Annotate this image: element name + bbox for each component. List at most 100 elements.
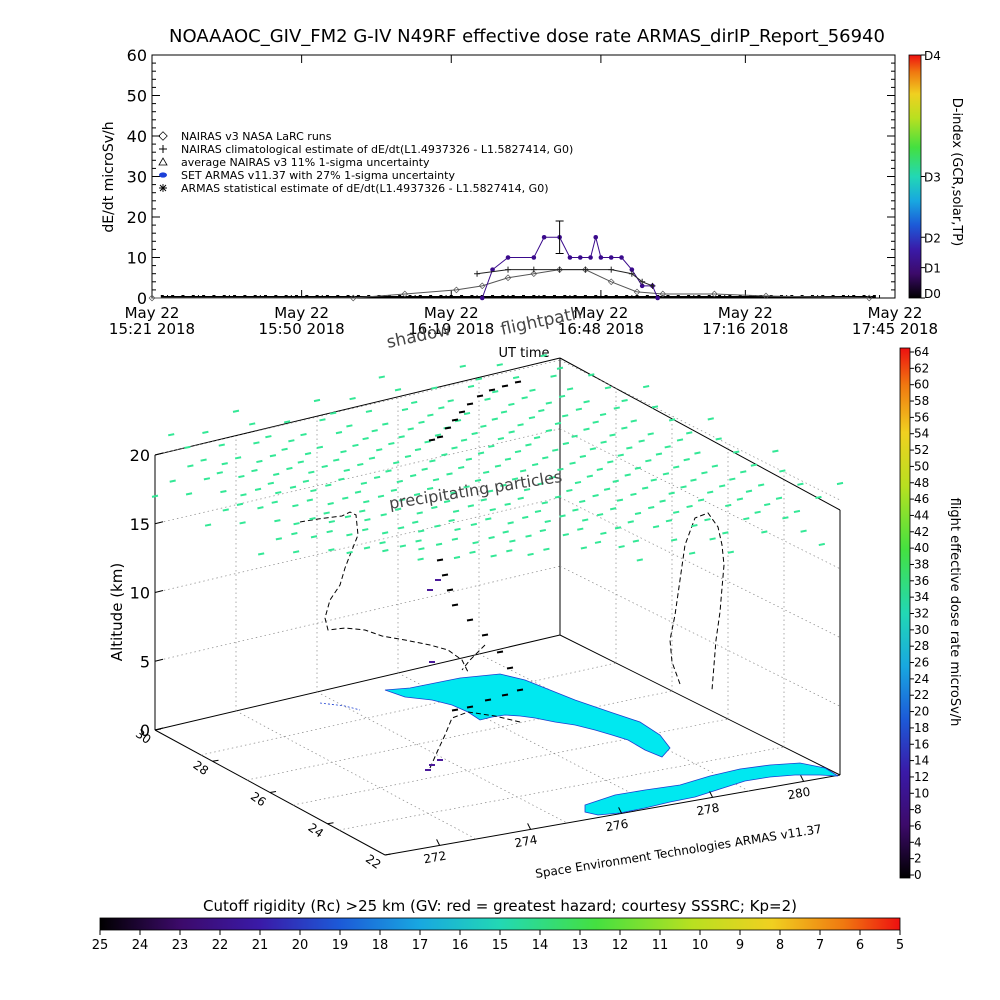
particle-mark bbox=[797, 482, 804, 486]
particle-mark bbox=[496, 363, 503, 367]
flat-series-point bbox=[325, 295, 329, 298]
particle-mark bbox=[368, 456, 376, 460]
armas-point bbox=[505, 255, 511, 260]
particle-mark bbox=[683, 458, 690, 462]
cutoff-tick-label: 10 bbox=[692, 938, 709, 953]
floor-grid-line bbox=[200, 662, 617, 756]
floor-grid-line bbox=[235, 710, 477, 840]
flight-mark bbox=[488, 388, 496, 392]
flat-series-point bbox=[872, 295, 876, 298]
particle-mark bbox=[340, 450, 347, 454]
flight-mark bbox=[458, 410, 466, 414]
x-tick-date: May 22 bbox=[274, 304, 329, 322]
flight-mark bbox=[451, 708, 459, 712]
top-y-axis: 0 10 20 30 40 50 60 bbox=[127, 46, 895, 308]
particle-mark bbox=[580, 546, 588, 550]
particle-mark bbox=[517, 423, 524, 427]
dose-tick-label: 8 bbox=[914, 803, 922, 817]
particle-mark bbox=[523, 488, 531, 492]
particle-mark bbox=[673, 510, 680, 514]
flight-mark bbox=[514, 380, 522, 384]
armas-point bbox=[608, 255, 614, 260]
particle-mark bbox=[642, 384, 650, 389]
top-y-axis-label: dE/dt microSv/h bbox=[101, 121, 117, 232]
particle-mark bbox=[451, 537, 459, 541]
y-tick-label: 20 bbox=[127, 208, 147, 227]
particle-mark bbox=[310, 489, 317, 493]
particle-mark bbox=[701, 471, 708, 475]
particle-mark bbox=[688, 551, 696, 555]
flat-series-point bbox=[718, 295, 722, 298]
legend-symbol-plus bbox=[159, 145, 167, 153]
flat-series-point bbox=[728, 295, 732, 298]
nairas-point bbox=[659, 290, 667, 298]
cutoff-rigidity-colorbar bbox=[99, 917, 901, 931]
particle-mark bbox=[238, 474, 245, 479]
lon-tick-label: 280 bbox=[786, 785, 811, 803]
particle-mark bbox=[772, 449, 779, 453]
flat-series-point bbox=[233, 295, 237, 298]
grid-3d bbox=[154, 359, 841, 840]
dose-tick-label: 18 bbox=[914, 721, 929, 735]
flat-series-point bbox=[625, 295, 629, 298]
particle-mark bbox=[328, 548, 335, 552]
particle-mark bbox=[253, 441, 260, 445]
particle-mark bbox=[459, 364, 466, 368]
particle-mark bbox=[281, 447, 288, 451]
particle-mark bbox=[488, 444, 495, 448]
particle-mark bbox=[668, 418, 676, 422]
particle-mark bbox=[836, 481, 844, 486]
particle-mark bbox=[569, 461, 576, 465]
dose-tick-label: 20 bbox=[914, 705, 929, 719]
armas_stat-line bbox=[476, 269, 653, 287]
particle-mark bbox=[596, 467, 604, 471]
legend-label: NAIRAS v3 NASA LaRC runs bbox=[181, 130, 332, 143]
particle-mark bbox=[609, 507, 617, 511]
lat-tick bbox=[269, 791, 277, 793]
particle-mark bbox=[168, 433, 175, 437]
x-tick-date: May 22 bbox=[424, 304, 479, 322]
nairas-point bbox=[865, 294, 873, 302]
particle-mark bbox=[431, 505, 438, 510]
particle-mark bbox=[522, 515, 529, 520]
particle-mark bbox=[490, 554, 497, 558]
cutoff-tick-label: 24 bbox=[132, 938, 149, 953]
armas-point bbox=[490, 267, 495, 272]
particle-mark bbox=[554, 495, 562, 499]
particle-mark bbox=[668, 491, 675, 495]
particle-mark bbox=[709, 537, 716, 541]
dose-tick-label: 64 bbox=[914, 345, 929, 359]
particle-mark bbox=[673, 465, 680, 469]
particle-mark bbox=[333, 458, 340, 462]
particle-mark bbox=[475, 377, 483, 381]
cutoff-rigidity-ticks: 25 24 23 22 21 20 19 18 17 16 15 14 13 12 11 10 9 8 7 6 5 bbox=[92, 930, 904, 953]
particle-mark bbox=[521, 396, 528, 400]
particle-mark bbox=[382, 422, 389, 426]
particle-mark bbox=[480, 424, 487, 428]
particle-mark bbox=[344, 515, 352, 519]
flat-series-point bbox=[738, 295, 742, 298]
particle-mark bbox=[286, 466, 293, 471]
x-tick-date: May 22 bbox=[573, 304, 628, 322]
particle-mark bbox=[544, 519, 551, 524]
particle-mark bbox=[577, 527, 584, 531]
cutoff-tick-label: 8 bbox=[776, 938, 784, 953]
armas-stat-point bbox=[556, 266, 563, 273]
particle-mark bbox=[538, 409, 545, 413]
d-tick-label: D1 bbox=[924, 262, 941, 276]
armas-point bbox=[577, 255, 583, 260]
x-tick-time: 16:48 2018 bbox=[558, 320, 644, 338]
particle-mark bbox=[574, 480, 582, 485]
particle-mark bbox=[313, 398, 321, 403]
florida-land bbox=[384, 673, 671, 758]
particle-mark bbox=[349, 396, 356, 401]
particle-mark bbox=[316, 445, 324, 449]
dose-tick-label: 14 bbox=[914, 754, 929, 768]
flight-mark bbox=[501, 384, 509, 388]
nairas-point bbox=[478, 282, 486, 290]
flat-series-point bbox=[841, 295, 845, 298]
particle-mark bbox=[665, 519, 673, 523]
particle-mark bbox=[453, 555, 461, 560]
particle-mark bbox=[586, 474, 594, 478]
